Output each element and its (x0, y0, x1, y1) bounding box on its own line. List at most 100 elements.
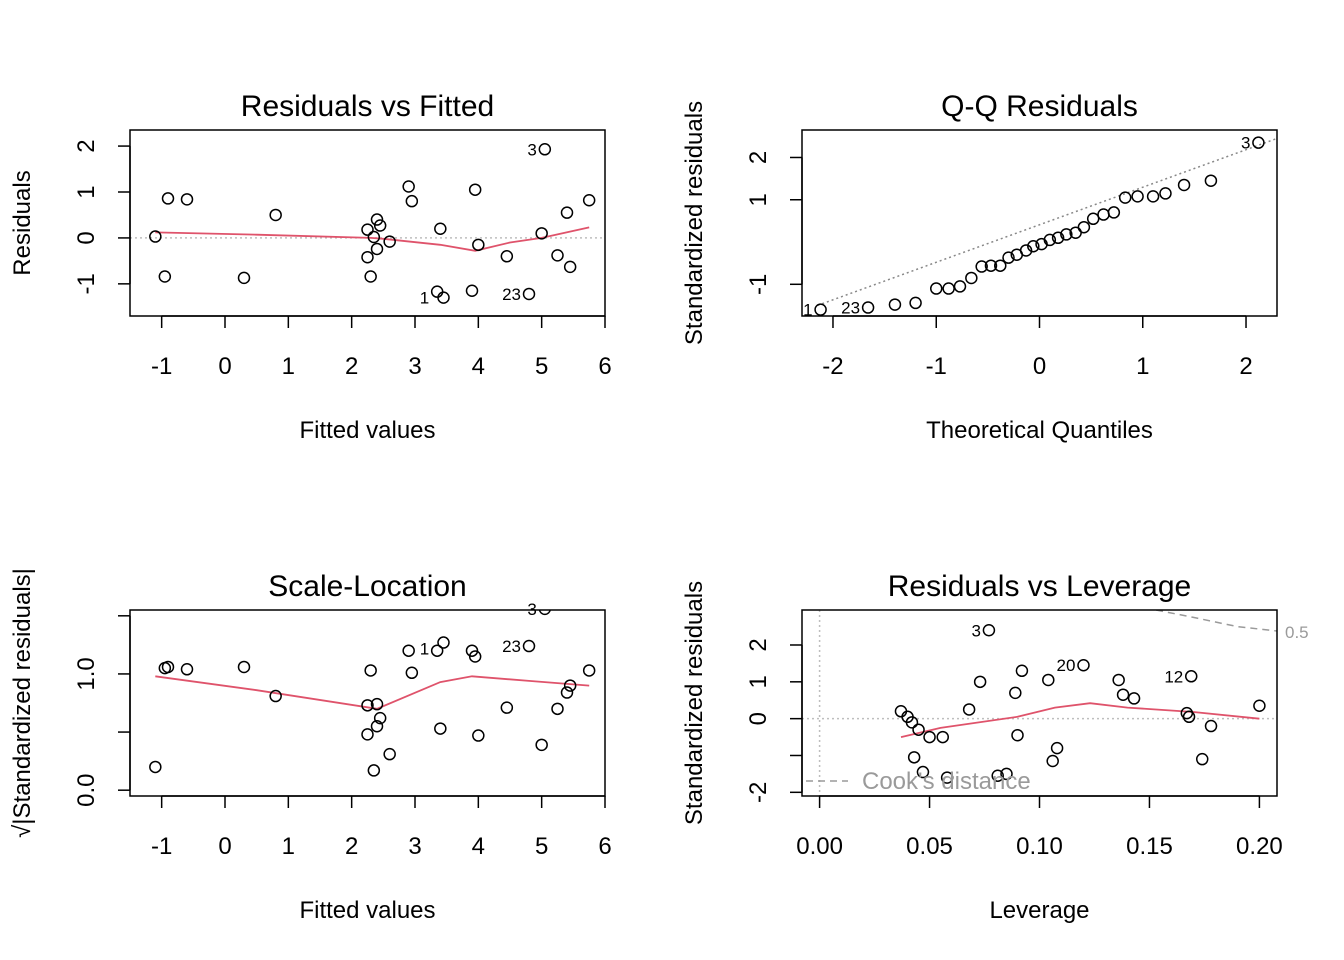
data-point (1206, 721, 1217, 732)
data-point (1205, 175, 1216, 186)
x-tick-label: 2 (345, 833, 358, 860)
data-point (501, 251, 512, 262)
cooks-distance-curve (1156, 610, 1277, 631)
data-point (403, 181, 414, 192)
reference-line (817, 138, 1277, 305)
data-point (239, 661, 250, 672)
plot-area (150, 603, 595, 776)
data-point (365, 271, 376, 282)
data-point (815, 304, 826, 315)
data-point (163, 193, 174, 204)
y-tick-label: -1 (745, 274, 772, 295)
data-point (1184, 711, 1195, 722)
data-point (1120, 192, 1131, 203)
x-tick-label: -1 (151, 833, 172, 860)
data-point (931, 283, 942, 294)
point-label: 1 (420, 639, 429, 658)
y-axis-title: Standardized residuals (681, 581, 708, 825)
x-tick-label: 0 (218, 353, 231, 380)
data-point (182, 664, 193, 675)
data-point (1148, 191, 1159, 202)
data-point (565, 680, 576, 691)
data-point (524, 288, 535, 299)
data-point (552, 250, 563, 261)
panel-title: Residuals vs Fitted (241, 90, 494, 123)
data-point (1179, 179, 1190, 190)
data-point (270, 209, 281, 220)
x-axis-title: Theoretical Quantiles (926, 417, 1153, 444)
x-tick-label: 3 (408, 353, 421, 380)
x-tick-label: 1 (282, 833, 295, 860)
x-tick-label: 5 (535, 353, 548, 380)
data-point (1253, 137, 1264, 148)
x-tick-label: 4 (472, 353, 485, 380)
data-point (562, 207, 573, 218)
y-tick-label: 2 (745, 151, 772, 164)
data-point (365, 665, 376, 676)
data-point (406, 667, 417, 678)
y-tick-label: 0 (745, 712, 772, 725)
y-tick-label: 1 (745, 675, 772, 688)
data-point (1012, 730, 1023, 741)
point-label: 12 (1164, 667, 1183, 686)
x-tick-label: -1 (926, 353, 947, 380)
x-tick-label: 2 (345, 353, 358, 380)
data-point (239, 272, 250, 283)
data-point (536, 739, 547, 750)
data-point (438, 637, 449, 648)
data-point (403, 645, 414, 656)
panel-title: Q-Q Residuals (941, 90, 1138, 123)
x-tick-label: 1 (282, 353, 295, 380)
data-point (1118, 689, 1129, 700)
data-point (1047, 756, 1058, 767)
point-label: 23 (502, 637, 521, 656)
x-tick-label: 0.10 (1016, 833, 1063, 860)
data-point (909, 752, 920, 763)
data-point (937, 732, 948, 743)
x-axis-title: Fitted values (299, 417, 435, 444)
data-point (435, 723, 446, 734)
y-axis-title: √|Standardized residuals| (9, 568, 36, 838)
data-point (467, 285, 478, 296)
data-point (910, 297, 921, 308)
data-point (863, 302, 874, 313)
plot-frame (130, 610, 605, 796)
data-point (384, 236, 395, 247)
data-point (406, 196, 417, 207)
plot-area (130, 144, 605, 303)
data-point (1078, 660, 1089, 671)
data-point (964, 704, 975, 715)
panel-scale-location: 31 23-1 0 1 2 3 4 5 60.01.0Scale-LocationFitted … (9, 568, 612, 924)
x-tick-label: 2 (1239, 353, 1252, 380)
data-point (150, 761, 161, 772)
data-point (983, 625, 994, 636)
data-point (362, 252, 373, 263)
data-point (889, 299, 900, 310)
data-point (524, 641, 535, 652)
x-axis-title: Leverage (989, 897, 1089, 924)
data-point (1197, 754, 1208, 765)
point-label: 23 (502, 285, 521, 304)
data-point (1108, 207, 1119, 218)
y-tick-label: 1 (73, 185, 100, 198)
data-point (565, 261, 576, 272)
cooks-level-label: 0.5 (1285, 623, 1309, 642)
x-tick-label: 0.00 (796, 833, 843, 860)
y-tick-label: 2 (745, 638, 772, 651)
data-point (159, 271, 170, 282)
smoother-line (901, 703, 1259, 737)
data-point (473, 239, 484, 250)
data-point (435, 223, 446, 234)
panel-qq-residuals: 31 23-2 -1 0 1 2-112Q-Q ResidualsTheoretical … (681, 90, 1277, 444)
point-label: 23 (841, 299, 860, 318)
data-point (1186, 671, 1197, 682)
x-axis-title: Fitted values (299, 897, 435, 924)
y-axis-title: Residuals (9, 170, 36, 275)
data-point (1043, 674, 1054, 685)
x-tick-label: 6 (598, 353, 611, 380)
plot-frame (802, 130, 1277, 316)
x-tick-label: 0.20 (1236, 833, 1283, 860)
x-tick-label: 3 (408, 833, 421, 860)
data-point (1254, 700, 1265, 711)
